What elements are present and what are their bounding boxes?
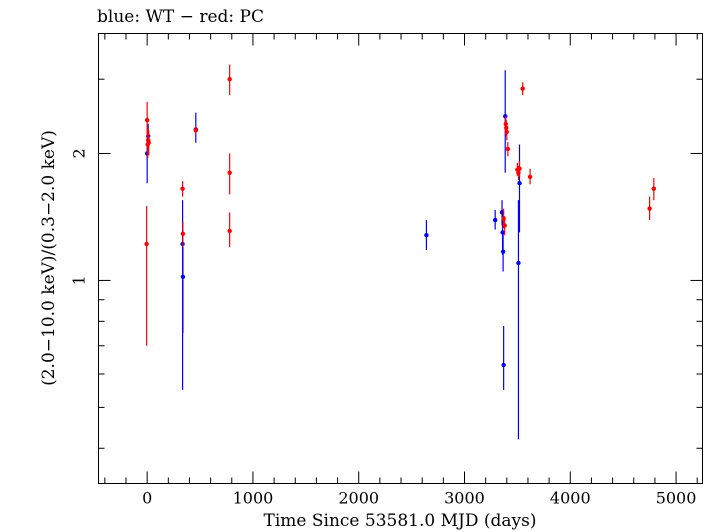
data-point xyxy=(424,233,429,238)
data-point xyxy=(180,231,186,236)
x-tick-label: 2000 xyxy=(338,489,379,508)
chart-title: blue: WT − red: PC xyxy=(97,7,264,27)
data-point xyxy=(227,228,232,234)
data-point xyxy=(492,217,498,223)
plot-frame xyxy=(98,33,703,484)
data-point xyxy=(505,146,511,152)
data-point xyxy=(651,186,657,191)
data-point xyxy=(647,206,652,211)
y-axis: 12 xyxy=(70,78,703,449)
y-tick-label: 1 xyxy=(70,275,89,285)
y-axis-title: (2.0−10.0 keV)/(0.3−2.0 keV) xyxy=(39,130,59,386)
x-tick-label: 0 xyxy=(142,489,152,508)
x-axis: 0 1000 2000 3000 4000 5000 xyxy=(104,33,698,508)
data-point xyxy=(180,274,186,279)
x-tick-label: 5000 xyxy=(656,489,697,508)
series-wt xyxy=(144,70,522,440)
data-point xyxy=(520,86,525,91)
data-point xyxy=(527,174,533,180)
data-point xyxy=(504,129,510,135)
x-tick-label: 3000 xyxy=(444,489,485,508)
data-point xyxy=(500,249,506,254)
y-tick-label: 2 xyxy=(70,148,89,158)
data-point xyxy=(227,76,232,82)
x-tick-label: 4000 xyxy=(550,489,591,508)
data-point xyxy=(517,166,522,171)
data-point xyxy=(501,362,506,368)
data-point xyxy=(227,170,232,175)
data-point xyxy=(502,223,507,228)
data-point xyxy=(193,128,199,133)
data-marks xyxy=(144,64,657,440)
x-axis-title: Time Since 53581.0 MJD (days) xyxy=(264,511,537,531)
data-point xyxy=(144,117,150,123)
data-point xyxy=(146,140,151,145)
data-point xyxy=(516,260,521,266)
x-tick-label: 1000 xyxy=(233,489,274,508)
series-pc xyxy=(144,64,657,346)
data-point xyxy=(144,241,149,247)
data-point xyxy=(180,186,185,191)
data-point xyxy=(517,181,522,186)
